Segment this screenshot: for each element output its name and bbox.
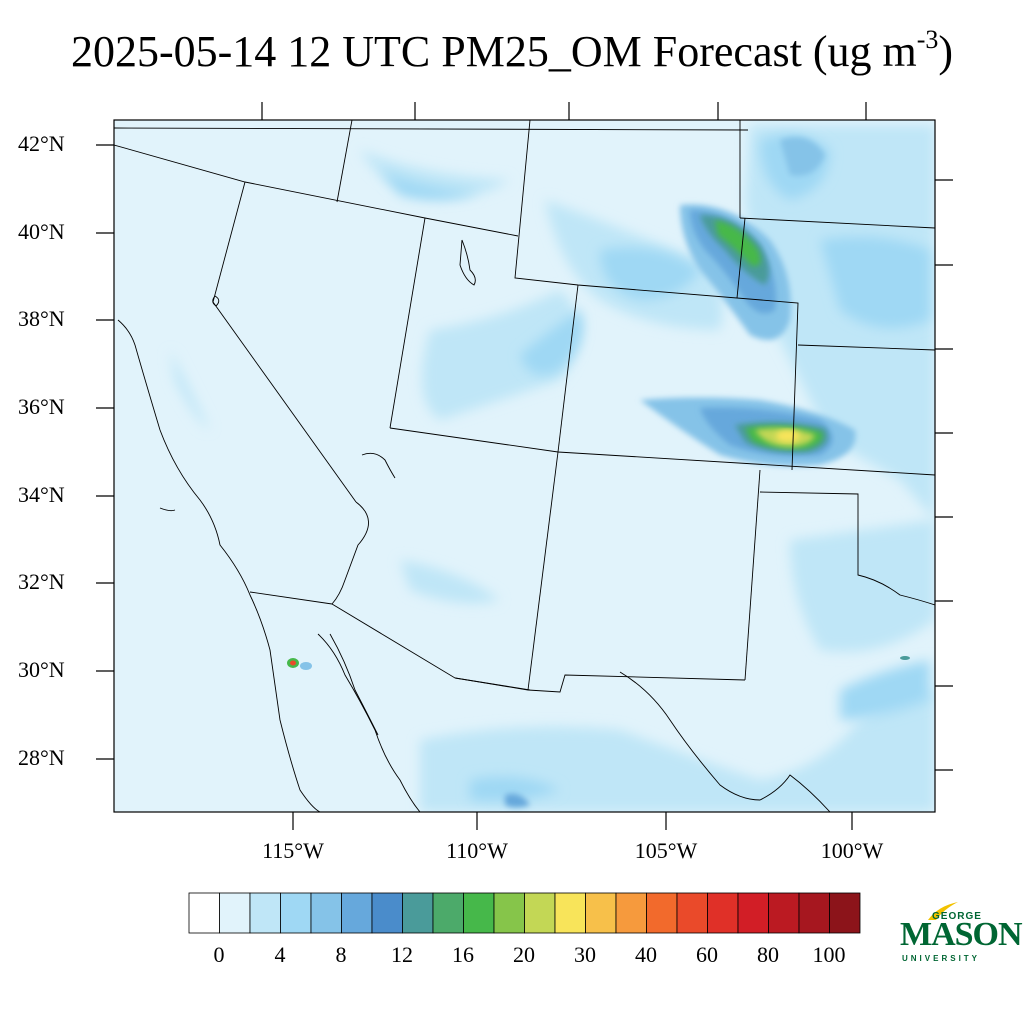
logo-line2: MASON [900,916,1023,953]
lat-label-34n: 34°N [18,482,65,507]
colorbar-box [493,892,525,934]
lat-label-38n: 38°N [18,306,65,331]
colorbar-label: 20 [513,942,535,967]
colorbar-box [707,892,739,934]
colorbar-box [615,892,647,934]
colorbar-box [463,892,495,934]
colorbar-box [280,892,312,934]
colorbar-box [798,892,830,934]
colorbar-label: 8 [335,942,347,967]
colorbar-box [585,892,617,934]
colorbar-box [249,892,281,934]
colorbar-label: 30 [574,942,596,967]
lat-label-36n: 36°N [18,394,65,419]
colorbar-box [402,892,434,934]
lat-label-32n: 32°N [18,569,65,594]
colorbar-box [219,892,251,934]
lat-label-30n: 30°N [18,657,65,682]
lon-label-100w: 100°W [820,838,884,863]
colorbar-box [768,892,800,934]
logo-swoosh-icon [928,902,958,920]
colorbar-box [310,892,342,934]
lat-label-42n: 42°N [18,131,65,156]
colorbar-box [371,892,403,934]
concentration-field [114,120,935,812]
colorbar-box [341,892,373,934]
colorbar-label: 60 [696,942,718,967]
map-frame [113,119,936,813]
colorbar-label: 40 [635,942,657,967]
colorbar-box [432,892,464,934]
map-title: 2025-05-14 12 UTC PM25_OM Forecast (ug m… [70,25,954,77]
lat-label-40n: 40°N [18,219,65,244]
colorbar [188,892,861,934]
lat-label-28n: 28°N [18,745,65,770]
colorbar-box [676,892,708,934]
colorbar-label: 16 [452,942,474,967]
colorbar-box [188,892,220,934]
lon-label-105w: 105°W [634,838,698,863]
colorbar-box [646,892,678,934]
colorbar-label: 4 [274,942,286,967]
colorbar-label: 80 [757,942,779,967]
colorbar-box [554,892,586,934]
axis-ticks [96,102,953,830]
boundaries [114,120,935,812]
gmu-logo: GEORGE MASON UNIVERSITY [898,896,1023,968]
colorbar-label: 12 [391,942,413,967]
colorbar-box [737,892,769,934]
colorbar-box [829,892,861,934]
colorbar-box [524,892,556,934]
colorbar-label: 100 [812,942,846,967]
lon-label-110w: 110°W [446,838,508,863]
logo-line3: UNIVERSITY [902,954,981,963]
colorbar-label: 0 [213,942,225,967]
logo-line1: GEORGE [932,911,982,922]
lon-label-115w: 115°W [262,838,324,863]
